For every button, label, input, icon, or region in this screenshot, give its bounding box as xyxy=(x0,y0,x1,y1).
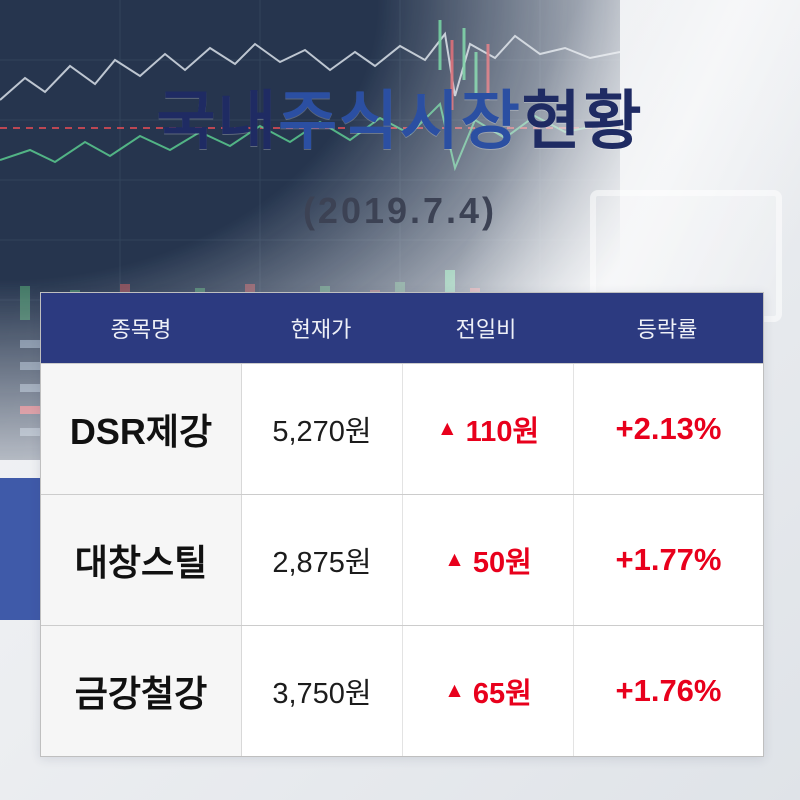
change-value: 110원 xyxy=(465,416,540,448)
header-stock-name: 종목명 xyxy=(110,317,172,342)
table-header-row: 종목명 현재가 전일비 등락률 xyxy=(41,293,763,363)
table-row: 금강철강 3,750원 ▲ 65원 +1.76% xyxy=(41,625,763,756)
stock-price: 2,875원 xyxy=(242,495,403,625)
stock-change: ▲ 110원 xyxy=(403,364,574,494)
up-triangle-icon: ▲ xyxy=(444,679,465,702)
stock-change: ▲ 65원 xyxy=(403,626,574,756)
change-value: 50원 xyxy=(472,547,532,579)
header-change-rate: 등락률 xyxy=(636,317,698,342)
header-day-change: 전일비 xyxy=(455,317,517,342)
stock-price: 3,750원 xyxy=(242,626,403,756)
stock-name: DSR제강 xyxy=(41,364,242,494)
title-part-domestic: 국내 xyxy=(156,85,279,157)
stock-rate: +1.77% xyxy=(615,542,722,577)
stock-name: 대창스틸 xyxy=(41,495,242,625)
stock-name: 금강철강 xyxy=(41,626,242,756)
table-row: DSR제강 5,270원 ▲ 110원 +2.13% xyxy=(41,363,763,494)
stock-price: 5,270원 xyxy=(242,364,403,494)
change-value: 65원 xyxy=(472,678,532,710)
page-title: 국내주식시장현황 xyxy=(0,86,800,156)
up-triangle-icon: ▲ xyxy=(436,417,458,440)
up-triangle-icon: ▲ xyxy=(444,548,465,571)
header-current-price: 현재가 xyxy=(290,317,352,342)
title-part-stockmarket: 주식시장 xyxy=(278,85,522,157)
table-row: 대창스틸 2,875원 ▲ 50원 +1.77% xyxy=(41,494,763,625)
stock-table: 종목명 현재가 전일비 등락률 DSR제강 5,270원 ▲ 110원 +2.1… xyxy=(40,292,764,757)
title-part-status: 현황 xyxy=(521,85,644,157)
stock-rate: +2.13% xyxy=(615,411,722,446)
stock-change: ▲ 50원 xyxy=(403,495,574,625)
stock-rate: +1.76% xyxy=(615,673,722,708)
title-date: (2019.7.4) xyxy=(302,190,498,231)
